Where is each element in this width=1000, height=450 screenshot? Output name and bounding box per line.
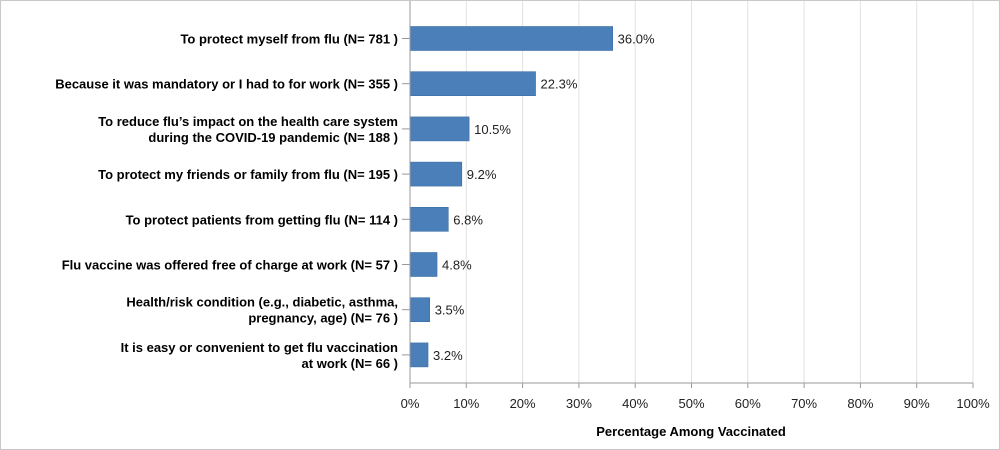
x-tick-label: 60% [735, 396, 761, 411]
bars: 36.0% 22.3% 10.5% 9.2% 6.8% 4.8% 3.5% 3.2% [409, 26, 655, 368]
x-tick-label: 40% [622, 396, 648, 411]
category-label: during the COVID-19 pandemic (N= 188 ) [148, 130, 398, 145]
bar [409, 116, 470, 142]
category-label: To reduce flu’s impact on the health car… [98, 114, 398, 129]
bar [409, 342, 429, 368]
x-tick-label: 10% [453, 396, 479, 411]
category-label: To protect myself from flu (N= 781 ) [180, 32, 398, 47]
category-label: Flu vaccine was offered free of charge a… [62, 258, 398, 273]
category-label: Health/risk condition (e.g., diabetic, a… [126, 295, 398, 310]
bar [409, 71, 536, 96]
x-tick-label: 0% [401, 396, 420, 411]
bar [409, 252, 438, 277]
data-label: 10.5% [474, 122, 511, 137]
x-tick-label: 70% [791, 396, 817, 411]
x-tick-label: 100% [956, 396, 990, 411]
bar [409, 207, 449, 232]
data-label: 3.2% [433, 348, 463, 363]
x-tick-label: 80% [847, 396, 873, 411]
gridlines [465, 1, 974, 383]
category-label: It is easy or convenient to get flu vacc… [121, 340, 398, 355]
x-tick-label: 20% [510, 396, 536, 411]
category-label: To protect patients from getting flu (N=… [126, 212, 398, 227]
x-axis-label: Percentage Among Vaccinated [596, 424, 786, 439]
axes: 0% 10% 20% 30% 40% 50% 60% 70% 80% 90% 100% To prot… [55, 1, 990, 411]
data-label: 22.3% [541, 77, 578, 92]
data-label: 36.0% [618, 32, 655, 47]
category-label: To protect my friends or family from flu… [98, 167, 398, 182]
bar [409, 26, 613, 51]
bar [409, 297, 431, 323]
category-label: pregnancy, age) (N= 76 ) [248, 311, 398, 326]
category-label: at work (N= 66 ) [302, 356, 398, 371]
data-label: 6.8% [453, 212, 483, 227]
category-label: Because it was mandatory or I had to for… [55, 77, 398, 92]
data-label: 9.2% [467, 167, 497, 182]
x-tick-label: 30% [566, 396, 592, 411]
x-tick-label: 90% [904, 396, 930, 411]
x-tick-label: 50% [678, 396, 704, 411]
data-label: 4.8% [442, 258, 472, 273]
data-label: 3.5% [435, 303, 465, 318]
bar [409, 161, 463, 187]
